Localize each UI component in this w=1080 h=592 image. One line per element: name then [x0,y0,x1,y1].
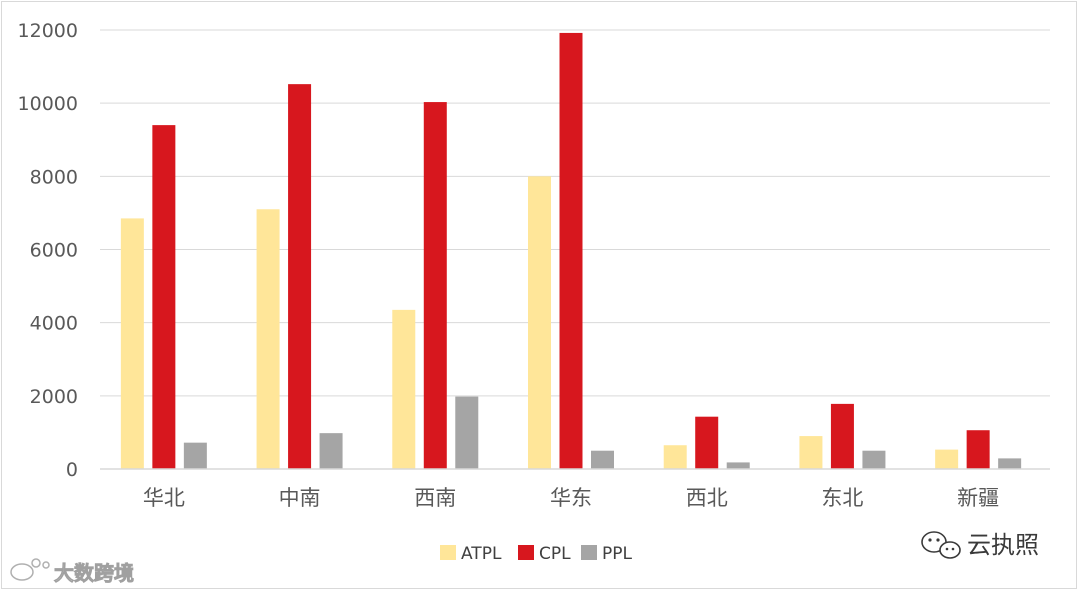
bar-atpl-6 [935,449,959,469]
y-tick-label: 6000 [30,240,78,262]
legend-swatch-cpl [518,545,534,560]
bar-ppl-6 [998,458,1022,469]
x-tick-label: 东北 [821,486,863,510]
x-tick-label: 西南 [414,486,456,510]
bar-ppl-1 [319,433,343,469]
watermark-right-text: 云执照 [967,531,1039,559]
y-tick-label: 0 [66,459,78,481]
bar-atpl-4 [663,445,687,469]
x-tick-label: 西北 [686,486,728,510]
legend-label-ppl: PPL [602,544,633,564]
bar-cpl-2 [423,102,447,470]
bar-ppl-0 [183,442,207,469]
x-tick-label: 华东 [550,486,592,510]
y-axis-labels: 0 2000 4000 6000 8000 10000 12000 [18,20,78,481]
bar-cpl-0 [152,125,176,469]
y-tick-label: 4000 [30,313,78,335]
bar-cpl-4 [695,416,719,469]
bar-ppl-4 [726,462,750,469]
wechat-icon [921,531,961,559]
bar-atpl-5 [799,436,823,469]
watermark-left-text: 大数跨境 [54,561,134,585]
watermark-right: 云执照 [921,531,1039,559]
y-tick-label: 8000 [30,166,78,188]
bar-ppl-2 [455,396,479,469]
bar-ppl-5 [862,450,886,469]
bar-cpl-1 [288,84,312,469]
legend-label-cpl: CPL [539,544,571,564]
bar-ppl-3 [591,450,614,469]
x-tick-label: 中南 [279,486,321,510]
legend-label-atpl: ATPL [461,544,502,564]
bar-atpl-1 [256,209,280,469]
bar-atpl-0 [120,218,144,469]
bars [120,32,1022,470]
legend-swatch-atpl [440,545,456,560]
x-tick-label: 新疆 [957,486,999,510]
legend: ATPL CPL PPL [440,544,633,564]
bar-cpl-6 [966,430,990,469]
bar-atpl-2 [392,309,416,469]
y-tick-label: 2000 [30,386,78,408]
y-tick-label: 12000 [18,20,78,42]
x-axis-labels: 华北 中南 西南 华东 西北 东北 新疆 [143,486,999,510]
x-tick-label: 华北 [143,486,185,510]
weibo-icon [10,558,50,581]
bar-cpl-5 [830,403,854,469]
watermark-left: 大数跨境 [10,558,134,585]
bar-atpl-3 [528,176,551,470]
legend-swatch-ppl [581,545,597,560]
y-tick-label: 10000 [18,93,78,115]
bar-cpl-3 [559,32,583,469]
